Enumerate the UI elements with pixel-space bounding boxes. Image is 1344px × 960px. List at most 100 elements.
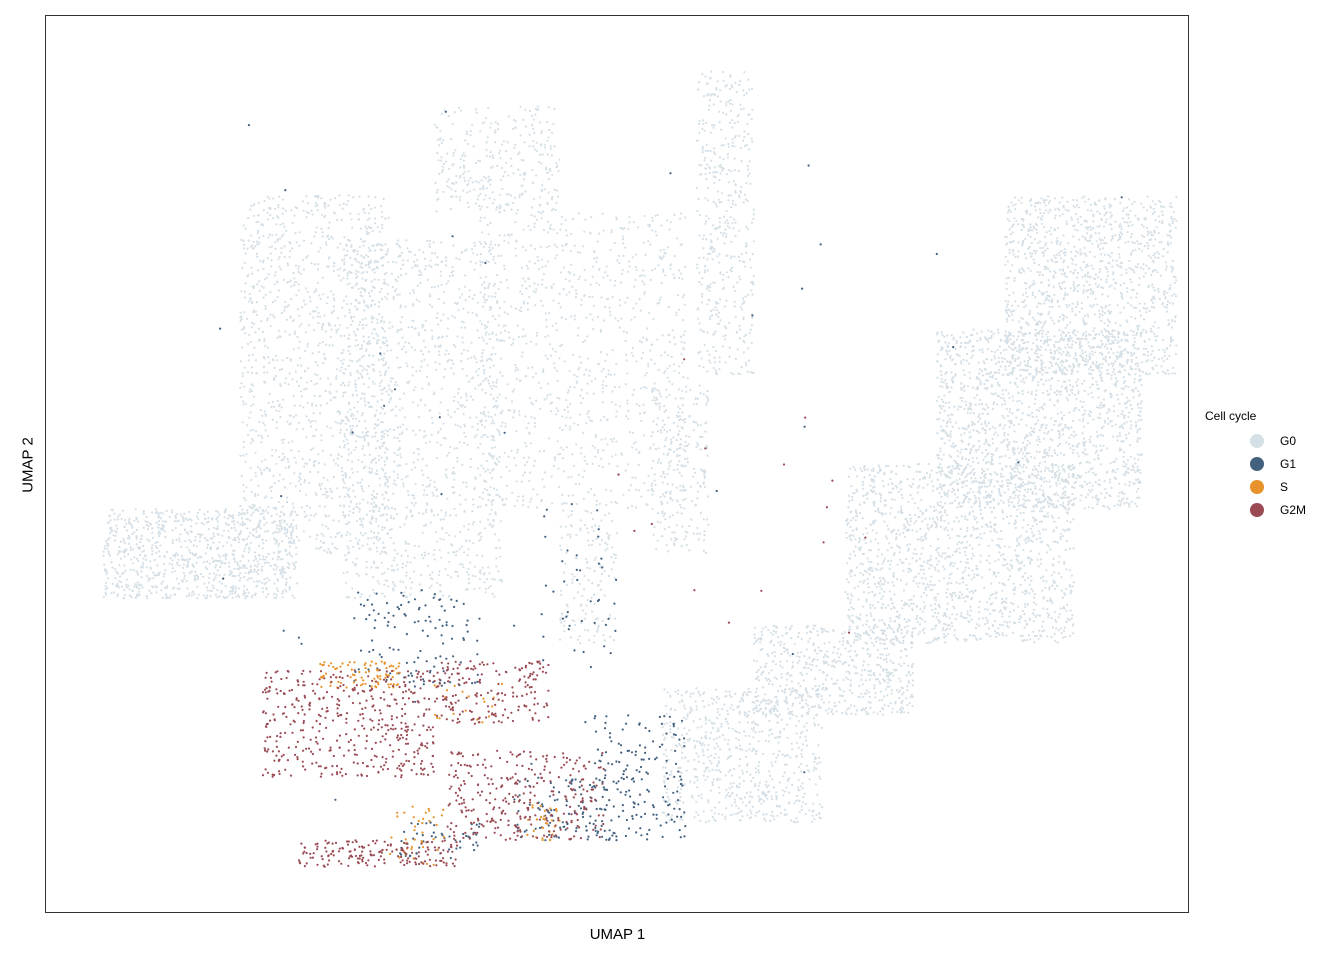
point-g0 [555, 166, 558, 169]
point-g0 [545, 166, 548, 169]
point-g0 [234, 587, 237, 591]
point-g0 [556, 232, 559, 235]
point-g0 [702, 393, 705, 396]
point-g0 [533, 282, 536, 285]
point-g0 [270, 245, 273, 248]
point-g0 [355, 360, 359, 363]
point-g0 [494, 513, 497, 516]
point-g0 [370, 518, 373, 521]
point-g0 [421, 531, 424, 534]
point-g0 [594, 618, 598, 621]
point-g0 [527, 422, 530, 425]
point-g0 [177, 582, 181, 585]
point-g0 [492, 436, 495, 439]
point-g0 [248, 416, 251, 419]
point-g0 [277, 405, 281, 408]
point-g0 [319, 546, 323, 549]
point-g0 [281, 590, 284, 593]
point-g0 [170, 571, 174, 574]
point-g0 [530, 497, 533, 500]
point-g0 [107, 552, 110, 555]
point-g0 [469, 561, 472, 564]
point-g0 [412, 461, 415, 464]
point-g0 [704, 430, 707, 433]
point-g0 [496, 428, 499, 431]
point-g0 [365, 254, 368, 257]
point-g0 [483, 286, 486, 290]
point-g0 [387, 507, 390, 510]
point-g0 [466, 191, 469, 194]
point-g0 [157, 532, 160, 535]
point-g0 [724, 361, 727, 364]
point-g0 [102, 550, 105, 553]
point-g0 [108, 514, 111, 517]
point-g0 [291, 221, 294, 225]
point-g0 [498, 234, 501, 237]
point-g0 [242, 454, 245, 457]
point-g0 [447, 595, 450, 598]
point-g0 [495, 406, 498, 409]
point-g0 [614, 557, 617, 560]
point-g0 [357, 270, 360, 274]
point-g0 [247, 433, 250, 437]
point-g0 [413, 497, 416, 500]
point-g0 [298, 384, 301, 387]
point-g0 [250, 204, 253, 207]
point-g0 [599, 350, 603, 354]
point-g0 [606, 547, 609, 550]
point-g0 [326, 425, 329, 428]
point-g0 [409, 509, 412, 512]
point-g0 [251, 366, 254, 369]
point-g0 [365, 434, 368, 437]
point-g0 [116, 527, 119, 530]
point-g0 [275, 427, 278, 430]
point-g0 [266, 577, 269, 580]
point-g0 [560, 589, 563, 592]
point-g0 [545, 286, 548, 289]
point-g0 [493, 578, 496, 581]
point-g0 [272, 314, 275, 317]
point-g0 [271, 557, 274, 561]
point-g0 [598, 525, 601, 528]
point-g0 [631, 346, 634, 349]
point-g0 [411, 266, 414, 269]
point-g0 [579, 605, 582, 608]
point-g0 [558, 292, 561, 295]
point-g0 [535, 141, 538, 144]
point-g0 [364, 304, 367, 307]
point-g0 [592, 328, 595, 331]
point-g0 [569, 272, 572, 275]
point-g0 [402, 581, 405, 584]
point-g0 [651, 216, 654, 219]
point-g0 [278, 255, 281, 259]
point-g0 [260, 471, 263, 474]
point-g0 [657, 430, 660, 433]
point-g0 [339, 279, 342, 282]
point-g0 [668, 380, 671, 383]
point-g0 [356, 253, 359, 256]
point-g0 [276, 296, 279, 299]
point-g0 [414, 502, 417, 505]
point-g0 [252, 506, 255, 509]
point-g0 [291, 594, 294, 597]
point-g0 [524, 190, 527, 193]
point-g0 [593, 570, 596, 573]
point-g0 [240, 318, 243, 321]
point-g0 [513, 196, 517, 199]
point-g0 [390, 516, 393, 520]
point-g0 [367, 484, 370, 488]
point-g0 [433, 123, 436, 126]
point-g0 [546, 382, 549, 385]
point-g0 [555, 189, 559, 192]
point-g0 [255, 530, 258, 533]
point-g0 [239, 523, 242, 526]
point-g0 [536, 255, 539, 258]
point-g0 [342, 571, 345, 575]
point-g0 [672, 273, 675, 276]
point-g0 [661, 419, 665, 422]
point-g0 [461, 463, 464, 466]
point-g0 [288, 464, 291, 468]
point-g0 [188, 510, 191, 514]
point-g0 [601, 387, 605, 390]
point-g0 [378, 484, 382, 487]
